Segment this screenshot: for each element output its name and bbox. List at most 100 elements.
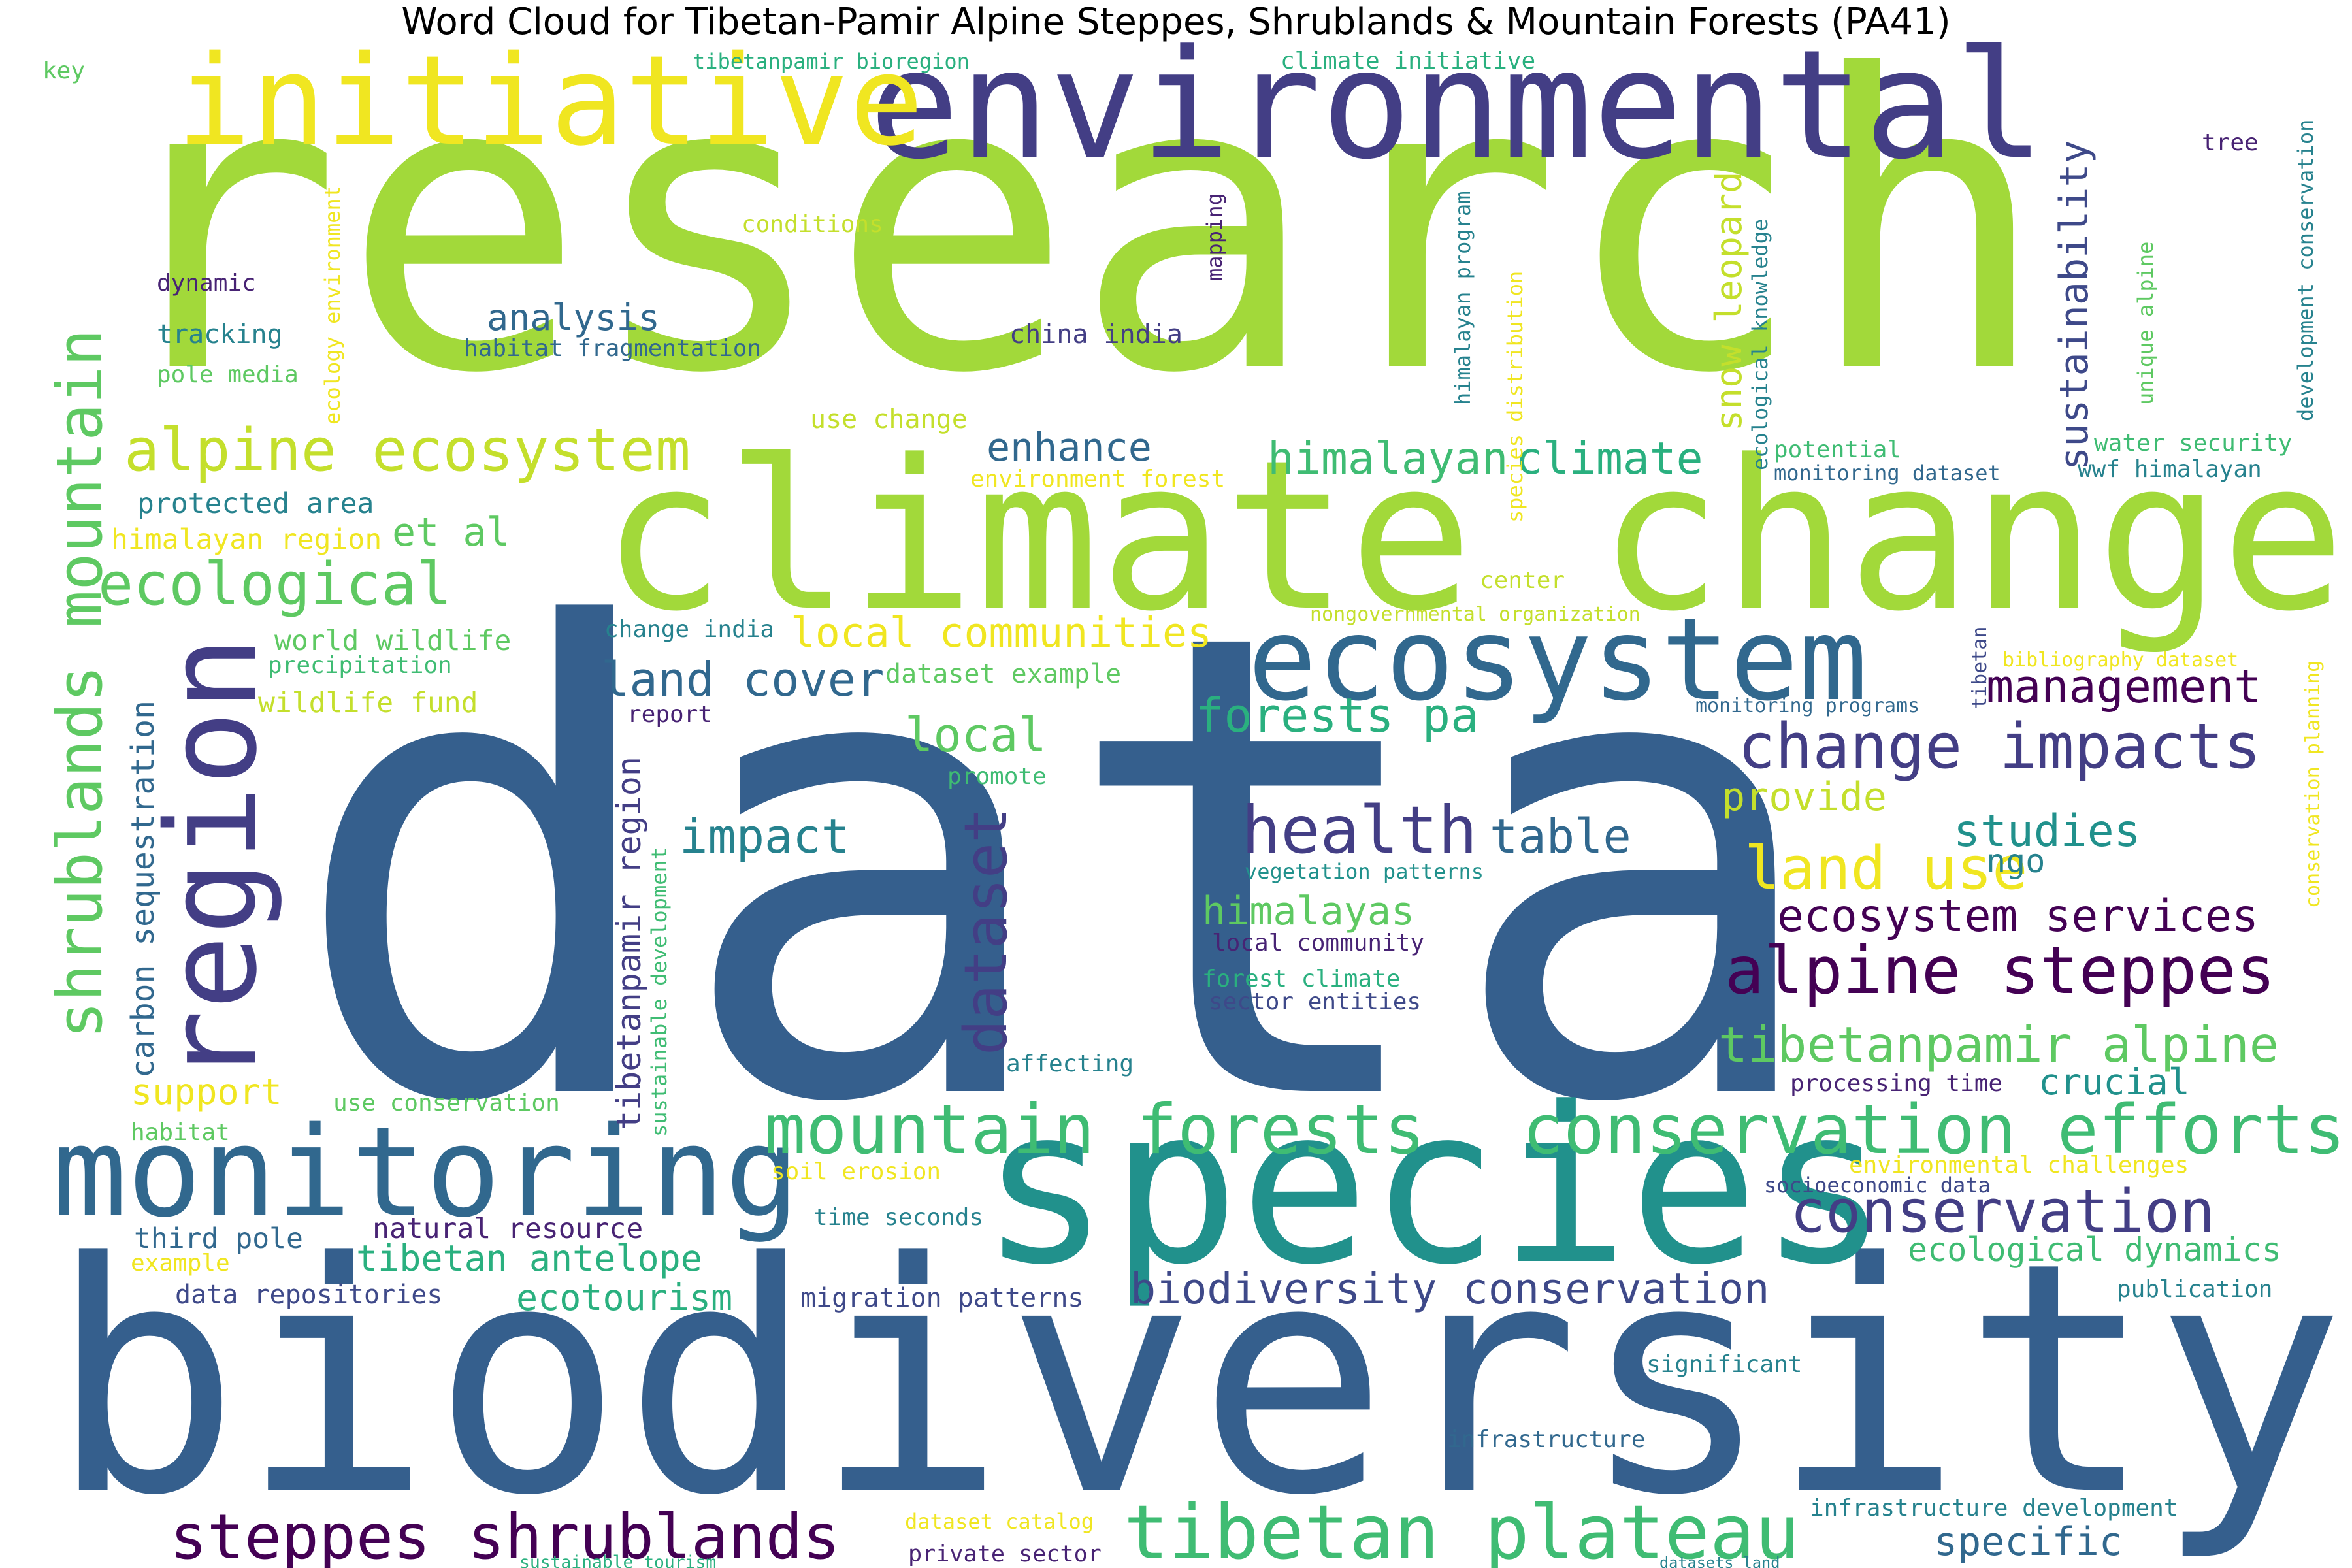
- word-natural-resource: natural resource: [372, 1213, 643, 1245]
- word-change-india: change india: [604, 616, 774, 643]
- word-soil-erosion: soil erosion: [771, 1158, 941, 1185]
- word-sector-entities: sector entities: [1209, 988, 1421, 1015]
- word-tibetanpamir-alpine: tibetanpamir alpine: [1718, 1016, 2279, 1073]
- word-data-repositories: data repositories: [175, 1280, 442, 1310]
- word-alpine-steppes: alpine steppes: [1725, 932, 2276, 1009]
- word-monitoring-dataset: monitoring dataset: [1774, 461, 2001, 485]
- word-snow-leopard: snow leopard: [1708, 172, 1750, 431]
- word-climate-initiative: climate initiative: [1281, 48, 1535, 74]
- word-example: example: [131, 1250, 230, 1277]
- word-mapping: mapping: [1202, 193, 1227, 281]
- word-ngo: ngo: [1986, 842, 2045, 880]
- word-tree: tree: [2202, 129, 2259, 156]
- word-support: support: [131, 1071, 282, 1113]
- word-environment-forest: environment forest: [970, 466, 1225, 493]
- word-management: management: [1986, 660, 2261, 713]
- word-initiative: initiative: [176, 29, 924, 173]
- word-center: center: [1480, 567, 1565, 594]
- word-time-seconds: time seconds: [813, 1204, 983, 1231]
- word-promote: promote: [947, 763, 1047, 790]
- word-dataset-catalog: dataset catalog: [905, 1509, 1094, 1534]
- word-infrastructure-development: infrastructure development: [1810, 1495, 2178, 1522]
- word-land-use: land use: [1744, 834, 2027, 903]
- word-biodiversity: biodiversity: [49, 1194, 2345, 1565]
- word-water-security: water security: [2094, 430, 2292, 457]
- word-local-community: local community: [1212, 930, 1424, 956]
- word-himalayan-region: himalayan region: [111, 523, 382, 556]
- word-ecological: ecological: [98, 550, 452, 619]
- word-protected-area: protected area: [137, 487, 374, 520]
- word-habitat-fragmentation: habitat fragmentation: [464, 335, 761, 362]
- word-alpine-ecosystem: alpine ecosystem: [124, 416, 691, 485]
- word-steppes-shrublands: steppes shrublands: [170, 1501, 840, 1568]
- word-sustainable-development: sustainable development: [647, 847, 672, 1137]
- word-conservation: conservation: [1790, 1177, 2215, 1246]
- word-ecosystem-services: ecosystem services: [1777, 890, 2259, 942]
- word-climate-change: climate change: [601, 416, 2345, 657]
- word-environmental: environmental: [869, 18, 2045, 193]
- word-world-wildlife: world wildlife: [274, 625, 511, 657]
- word-vegetation-patterns: vegetation patterns: [1245, 859, 1484, 884]
- word-use-change: use change: [810, 404, 968, 434]
- word-ecosystem: ecosystem: [1248, 594, 1867, 727]
- word-himalayas: himalayas: [1202, 889, 1414, 934]
- word-tibetanpamir-region: tibetanpamir region: [610, 757, 648, 1130]
- word-significant: significant: [1646, 1351, 1802, 1378]
- word-datasets-land: datasets land: [1659, 1554, 1780, 1568]
- word-tibetan-plateau: tibetan plateau: [1124, 1490, 1800, 1568]
- word-sustainability: sustainability: [2051, 140, 2097, 470]
- word-china-india: china india: [1009, 319, 1183, 350]
- word-wildlife-fund: wildlife fund: [258, 687, 478, 719]
- word-data: data: [287, 497, 1829, 1243]
- word-local-communities: local communities: [791, 609, 1212, 657]
- word-monitoring-programs: monitoring programs: [1695, 694, 1919, 717]
- word-local: local: [905, 708, 1047, 762]
- word-dataset-example: dataset example: [885, 659, 1121, 689]
- word-tracking: tracking: [157, 319, 283, 350]
- word-himalayan-program: himalayan program: [1450, 191, 1475, 405]
- word-pole-media: pole media: [157, 361, 299, 388]
- word-shrublands-mountain: shrublands mountain: [44, 329, 116, 1039]
- word-studies: studies: [1953, 806, 2141, 857]
- word-socioeconomic-data: socioeconomic data: [1764, 1173, 1991, 1198]
- word-ecological-knowledge: ecological knowledge: [1748, 219, 1772, 470]
- word-monitoring: monitoring: [52, 1100, 800, 1245]
- word-third-pole: third pole: [134, 1222, 303, 1255]
- word-development-conservation: development conservation: [2293, 120, 2318, 421]
- word-provide: provide: [1722, 774, 1887, 820]
- word-bibliography-dataset: bibliography dataset: [2002, 649, 2238, 672]
- word-ecotourism: ecotourism: [516, 1277, 732, 1318]
- word-conservation-efforts: conservation efforts: [1522, 1090, 2345, 1169]
- word-carbon-sequestration: carbon sequestration: [125, 700, 161, 1078]
- word-change-impacts: change impacts: [1738, 711, 2261, 783]
- word-conditions: conditions: [742, 211, 883, 238]
- word-forests-pa: forests pa: [1196, 688, 1478, 743]
- word-processing-time: processing time: [1790, 1070, 2002, 1097]
- word-impact: impact: [679, 809, 849, 864]
- word-et-al: et al: [392, 510, 510, 555]
- word-unique-alpine: unique alpine: [2133, 242, 2158, 405]
- word-biodiversity-conservation: biodiversity conservation: [1130, 1265, 1769, 1314]
- chart-title: Word Cloud for Tibetan-Pamir Alpine Step…: [401, 1, 1951, 43]
- word-key: key: [42, 57, 85, 84]
- word-affecting: affecting: [1006, 1051, 1134, 1077]
- word-report: report: [627, 701, 712, 728]
- word-tibetanpamir-bioregion: tibetanpamir bioregion: [693, 49, 970, 74]
- word-specific: specific: [1934, 1519, 2123, 1565]
- word-forest-climate: forest climate: [1202, 966, 1400, 992]
- word-table: table: [1490, 809, 1631, 864]
- word-infrastructure: infrastructure: [1447, 1426, 1645, 1453]
- word-private-sector: private sector: [908, 1541, 1102, 1567]
- word-ecology-environment: ecology environment: [320, 186, 345, 425]
- word-tibetan: tibetan: [1968, 627, 1991, 709]
- word-species: species: [980, 1061, 1889, 1312]
- word-habitat: habitat: [131, 1119, 230, 1146]
- word-environmental-challenges: environmental challenges: [1849, 1152, 2189, 1179]
- word-region: region: [140, 636, 284, 1085]
- word-wwf-himalayan: wwf himalayan: [2078, 456, 2262, 483]
- word-publication: publication: [2117, 1276, 2272, 1303]
- word-enhance: enhance: [987, 425, 1152, 470]
- word-crucial: crucial: [2038, 1061, 2190, 1103]
- word-potential: potential: [1774, 436, 1901, 463]
- word-tibetan-antelope: tibetan antelope: [356, 1237, 702, 1279]
